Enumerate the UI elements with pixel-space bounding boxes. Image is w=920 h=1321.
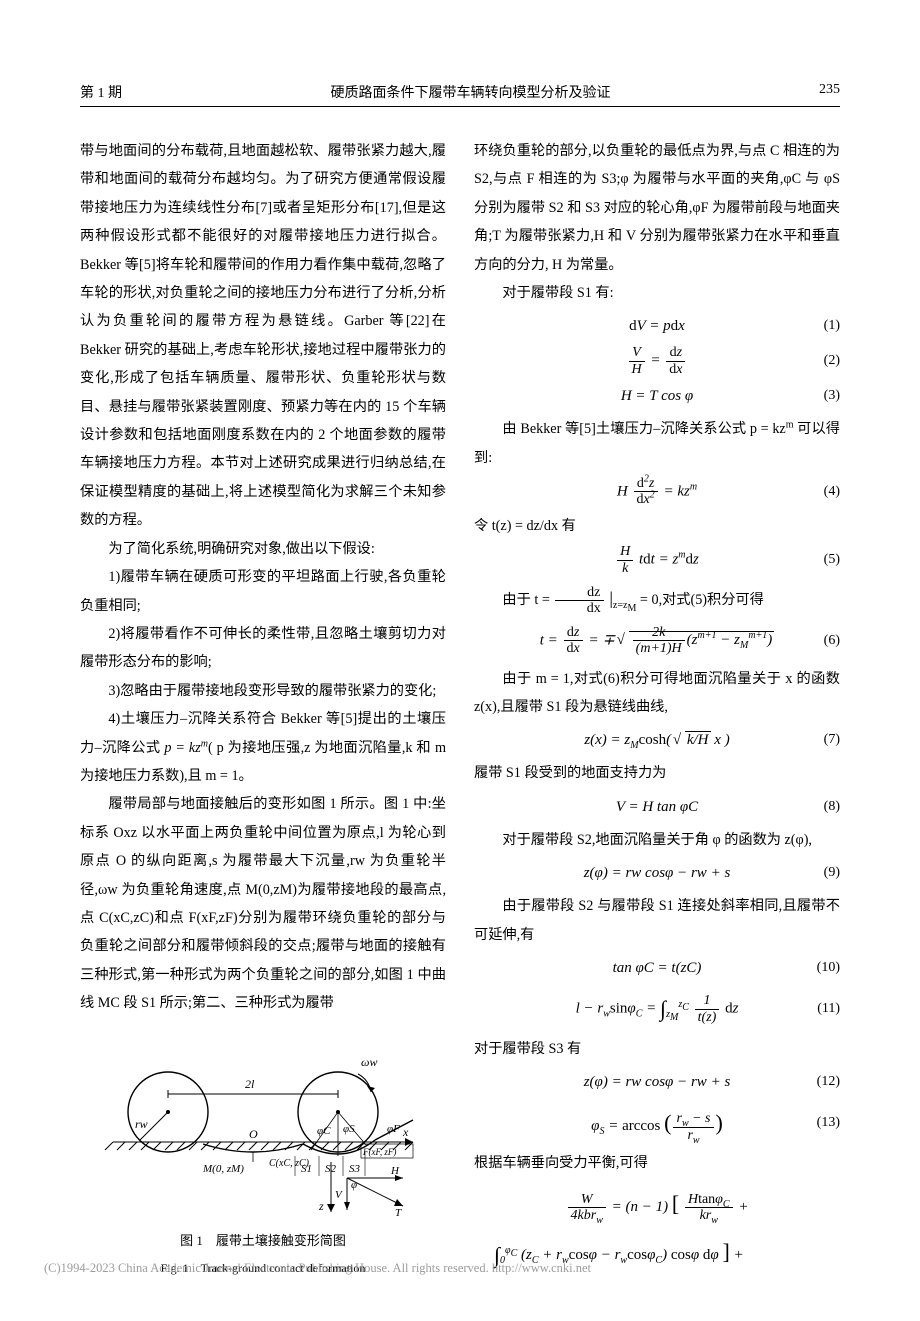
fig-label-z: z (318, 1199, 324, 1213)
fig-label-rw: rw (135, 1117, 148, 1131)
fig-label-phiC: φC (317, 1125, 331, 1137)
body-para: 对于履带段 S1 有: (474, 279, 840, 307)
body-para: 根据车辆垂向受力平衡,可得 (474, 1149, 840, 1177)
fig-label-phiS: φS (343, 1123, 355, 1135)
figure-1: rw ωw 2l O x (80, 1032, 446, 1280)
body-para: 令 t(z) = dz/dx 有 (474, 512, 840, 540)
page-footer: (C)1994-2023 China Academic Journal Elec… (0, 1261, 920, 1276)
body-para: 由于履带段 S2 与履带段 S1 连接处斜率相同,且履带不可延伸,有 (474, 892, 840, 949)
fig-label-phiF: φF (387, 1123, 400, 1135)
equation-11: l − rwsinφC = ∫zMzC 1t(z) dz (11) (474, 987, 840, 1031)
fig-label-omega: ωw (361, 1055, 377, 1069)
fig-label-H: H (390, 1165, 400, 1177)
fig-label-T: T (395, 1207, 402, 1219)
equation-1: dV = pdx (1) (474, 311, 840, 341)
page-header: 第 1 期 硬质路面条件下履带车辆转向模型分析及验证 235 (80, 82, 840, 107)
fig-label-M: M(0, zM) (202, 1163, 244, 1175)
fig-label-S3: S3 (349, 1163, 361, 1175)
body-para: 1)履带车辆在硬质可形变的平坦路面上行驶,各负重轮负重相同; (80, 563, 446, 620)
body-para: 带与地面间的分布载荷,且地面越松软、履带张紧力越大,履带和地面间的载荷分布越均匀… (80, 137, 446, 535)
page-number: 235 (819, 82, 840, 102)
equation-14a: W4kbrw = (n − 1) [ HtanφCkrw + (474, 1182, 840, 1226)
equation-13: φS = arccos (rw − srw) (13) (474, 1101, 840, 1145)
left-column: 带与地面间的分布载荷,且地面越松软、履带张紧力越大,履带和地面间的载荷分布越均匀… (80, 137, 446, 1281)
figure-caption-cn: 图 1 履带土壤接触变形简图 (80, 1228, 446, 1254)
equation-4: H d2zdx2 = kzm (4) (474, 476, 840, 508)
body-para: 对于履带段 S3 有 (474, 1035, 840, 1063)
body-para: 由于 t = dzdx |z=zM = 0,对式(5)积分可得 (474, 580, 840, 617)
body-para: 由 Bekker 等[5]土壤压力–沉降关系公式 p = kzm 可以得到: (474, 415, 840, 472)
right-column: 环绕负重轮的部分,以负重轮的最低点为界,与点 C 相连的为 S2,与点 F 相连… (474, 137, 840, 1281)
equation-6: t = dzdx = ∓ 2k(m+1)H(zm+1 − zMm+1) (6) (474, 621, 840, 661)
equation-3: H = T cos φ (3) (474, 381, 840, 411)
fig-label-O: O (249, 1127, 258, 1141)
equation-12: z(φ) = rw cosφ − rw + s (12) (474, 1067, 840, 1097)
equation-7: z(x) = zMcosh( k/H x ) (7) (474, 725, 840, 755)
body-para: 履带局部与地面接触后的变形如图 1 所示。图 1 中:坐标系 Oxz 以水平面上… (80, 790, 446, 1017)
equation-2: VH = dzdx (2) (474, 345, 840, 377)
body-para: 4)土壤压力–沉降关系符合 Bekker 等[5]提出的土壤压力–沉降公式 p … (80, 705, 446, 790)
article-title: 硬质路面条件下履带车辆转向模型分析及验证 (331, 82, 611, 102)
fig-label-2l: 2l (245, 1077, 255, 1091)
equation-5: Hk tdt = zmdz (5) (474, 544, 840, 576)
equation-10: tan φC = t(zC) (10) (474, 953, 840, 983)
body-para: 对于履带段 S2,地面沉陷量关于角 φ 的函数为 z(φ), (474, 826, 840, 854)
fig-label-x: x (402, 1125, 409, 1139)
equation-9: z(φ) = rw cosφ − rw + s (9) (474, 858, 840, 888)
body-para: 为了简化系统,明确研究对象,做出以下假设: (80, 535, 446, 563)
body-para: 环绕负重轮的部分,以负重轮的最低点为界,与点 C 相连的为 S2,与点 F 相连… (474, 137, 840, 279)
body-para: 由于 m = 1,对式(6)积分可得地面沉陷量关于 x 的函数 z(x),且履带… (474, 665, 840, 722)
equation-8: V = H tan φC (8) (474, 792, 840, 822)
issue-number: 第 1 期 (80, 82, 122, 102)
fig-label-V: V (335, 1189, 343, 1201)
fig-label-F: F(xF, zF) (362, 1147, 396, 1157)
body-para: 3)忽略由于履带接地段变形导致的履带张紧力的变化; (80, 677, 446, 705)
body-para: 履带 S1 段受到的地面支持力为 (474, 759, 840, 787)
fig-label-S1: S1 (301, 1163, 312, 1175)
body-para: 2)将履带看作不可伸长的柔性带,且忽略土壤剪切力对履带形态分布的影响; (80, 620, 446, 677)
